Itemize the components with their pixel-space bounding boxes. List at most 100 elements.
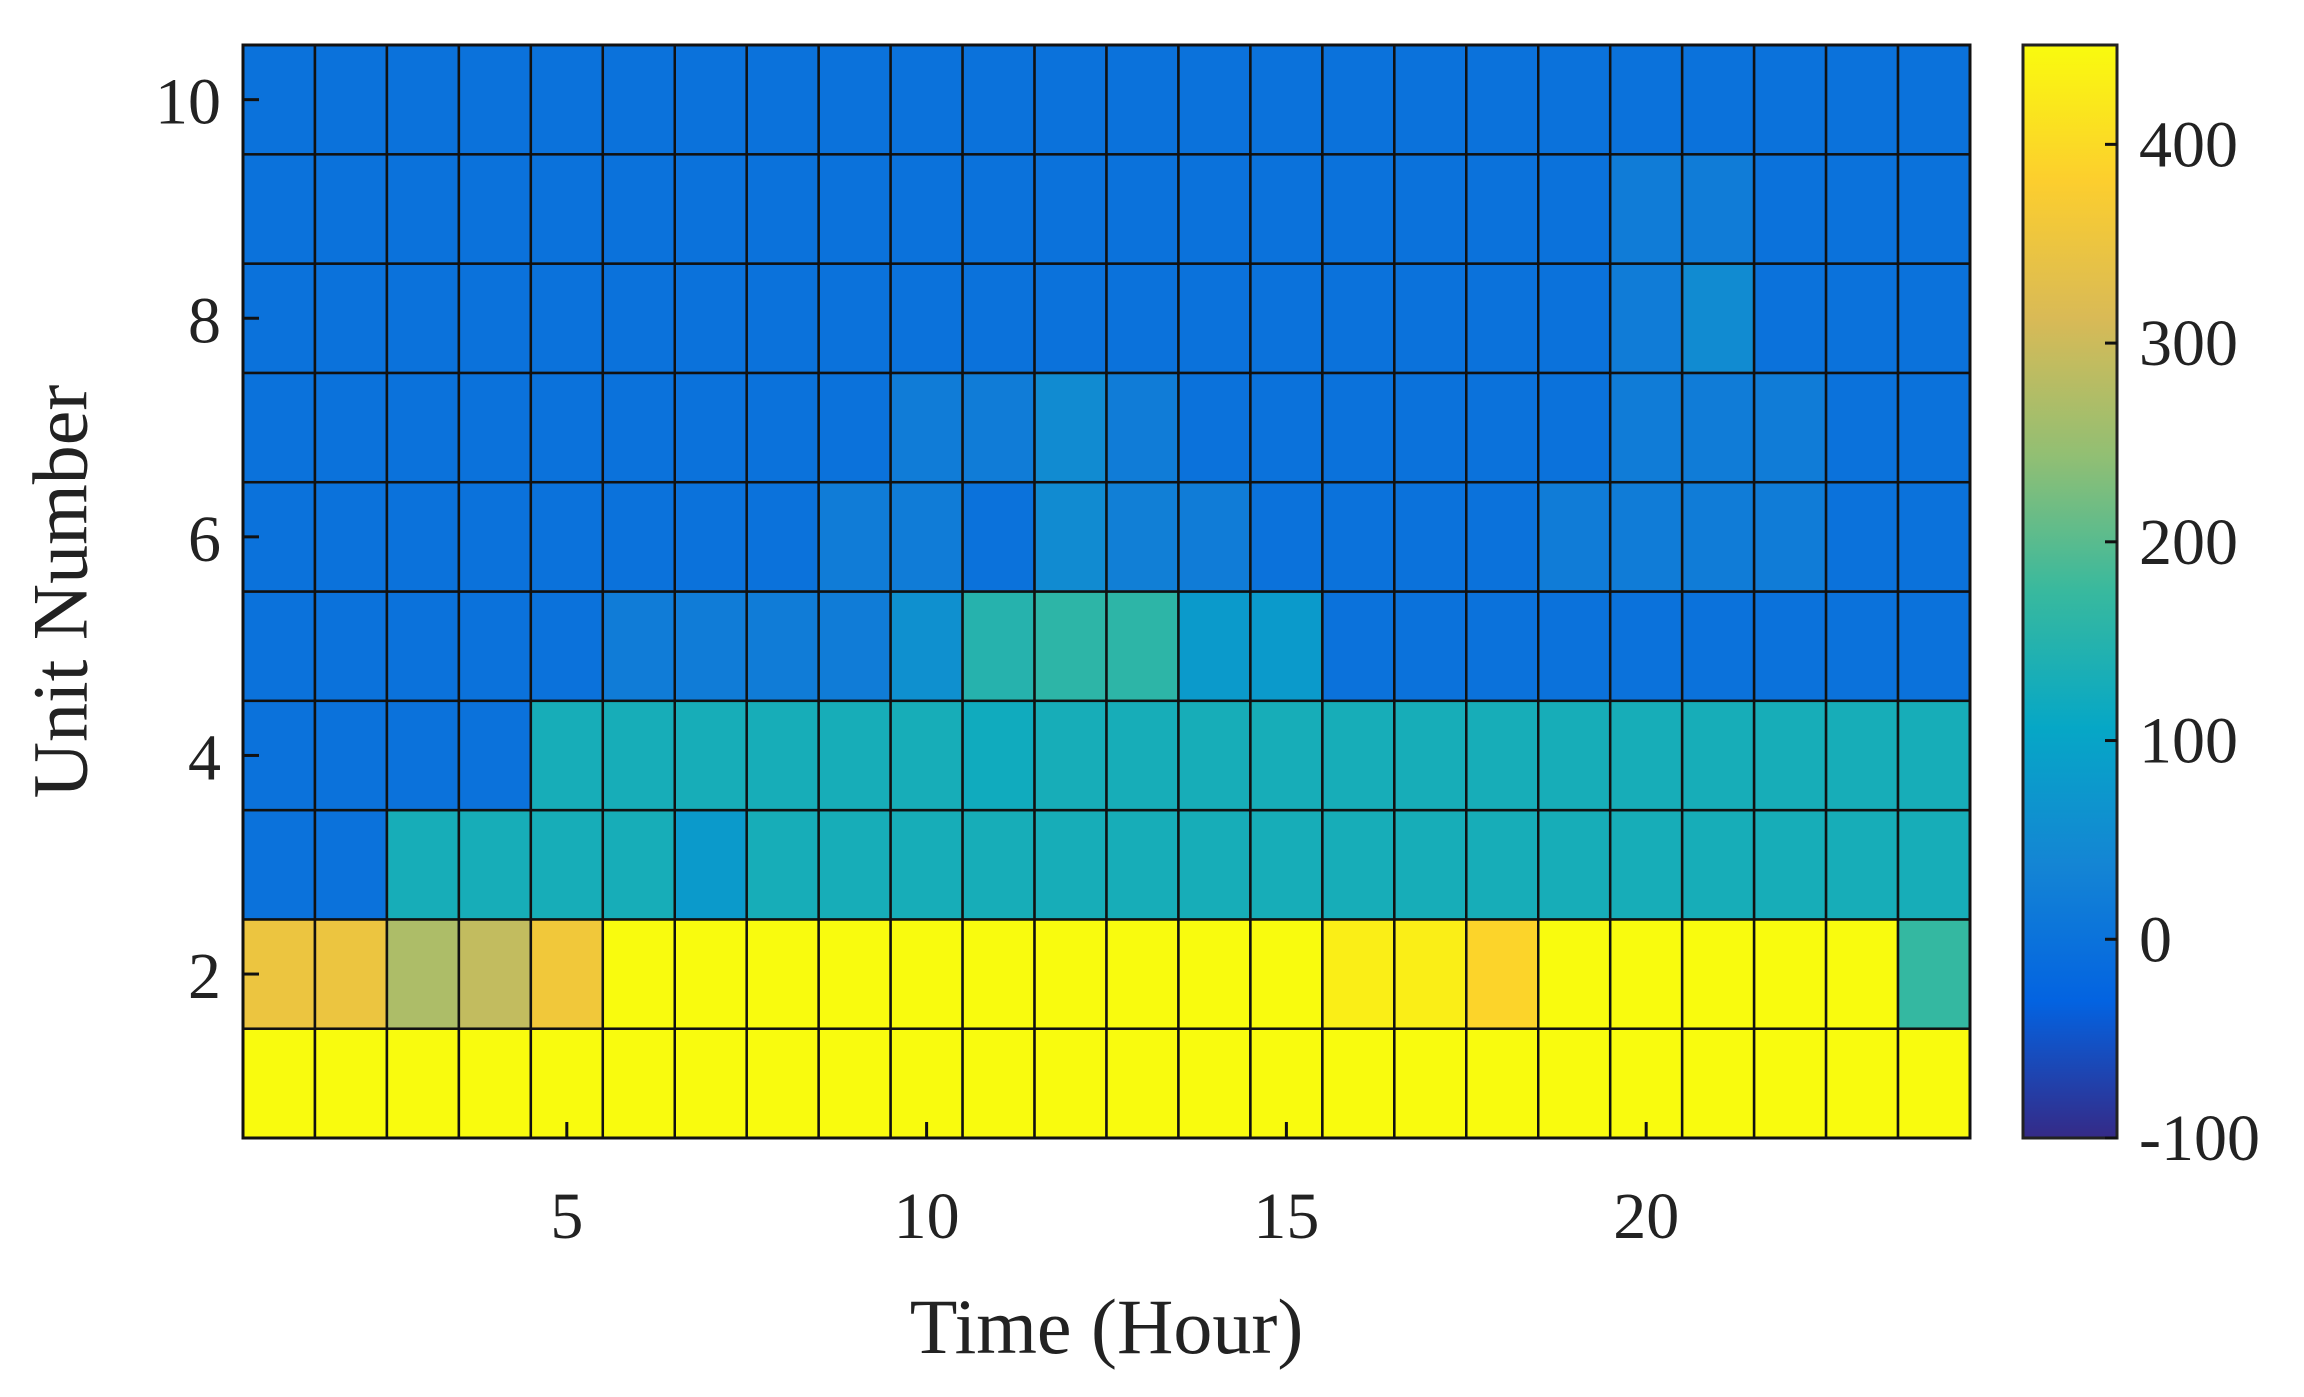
cell-unit8-hour4 [457,262,533,375]
cell-unit7-hour21 [1680,371,1756,484]
cell-unit5-hour9 [817,590,892,703]
cell-unit1-hour11 [961,1027,1036,1140]
cell-unit6-hour5 [529,480,605,593]
cell-unit10-hour12 [1033,43,1108,156]
cell-unit9-hour20 [1608,153,1684,265]
cell-unit9-hour4 [457,153,533,265]
cell-unit6-hour4 [457,480,533,593]
cell-unit1-hour3 [385,1027,461,1140]
cell-unit7-hour3 [385,371,461,484]
cell-unit5-hour20 [1608,590,1684,703]
cell-unit1-hour17 [1393,1027,1468,1140]
cell-unit10-hour15 [1249,43,1324,156]
y-tick-label: 2 [188,940,221,1013]
cell-unit7-hour9 [817,371,892,484]
cell-unit3-hour21 [1680,808,1756,921]
cell-unit3-hour1 [241,808,317,921]
cell-unit1-hour15 [1249,1027,1324,1140]
cell-unit4-hour10 [889,699,964,812]
cell-unit3-hour17 [1393,808,1468,921]
y-tick-label: 10 [155,66,221,139]
cell-unit6-hour16 [1321,480,1396,593]
cell-unit6-hour11 [961,480,1036,593]
cell-unit4-hour6 [601,699,677,812]
cell-unit7-hour14 [1177,371,1252,484]
y-tick-label: 8 [188,284,221,357]
cell-unit6-hour19 [1537,480,1612,593]
cell-unit9-hour6 [601,153,677,265]
colorbar-tick-label: 400 [2139,108,2238,181]
cell-unit2-hour12 [1033,918,1108,1030]
cell-unit4-hour24 [1896,699,1972,812]
cell-unit2-hour13 [1105,918,1180,1030]
cell-unit6-hour6 [601,480,677,593]
cell-unit8-hour21 [1680,262,1756,375]
cell-unit6-hour7 [673,480,748,593]
cell-unit3-hour19 [1537,808,1612,921]
cell-unit1-hour5 [529,1027,605,1140]
cell-unit8-hour7 [673,262,748,375]
cell-unit8-hour20 [1608,262,1684,375]
cell-unit9-hour23 [1824,153,1900,265]
cell-unit5-hour23 [1824,590,1900,703]
cell-unit5-hour19 [1537,590,1612,703]
cell-unit3-hour12 [1033,808,1108,921]
cell-unit3-hour15 [1249,808,1324,921]
cell-unit6-hour21 [1680,480,1756,593]
cell-unit2-hour18 [1465,918,1540,1030]
colorbar-tick-label: 100 [2139,705,2238,778]
cell-unit5-hour8 [745,590,820,703]
cell-unit7-hour12 [1033,371,1108,484]
cell-unit4-hour21 [1680,699,1756,812]
cell-unit2-hour20 [1608,918,1684,1030]
cell-unit6-hour22 [1752,480,1828,593]
cell-unit2-hour15 [1249,918,1324,1030]
heatmap-cells [241,43,1972,1140]
cell-unit10-hour4 [457,43,533,156]
cell-unit9-hour18 [1465,153,1540,265]
cell-unit2-hour19 [1537,918,1612,1030]
cell-unit6-hour12 [1033,480,1108,593]
cell-unit8-hour8 [745,262,820,375]
cell-unit7-hour17 [1393,371,1468,484]
cell-unit2-hour24 [1896,918,1972,1030]
cell-unit9-hour22 [1752,153,1828,265]
cell-unit6-hour18 [1465,480,1540,593]
cell-unit10-hour23 [1824,43,1900,156]
cell-unit9-hour10 [889,153,964,265]
cell-unit2-hour9 [817,918,892,1030]
cell-unit9-hour16 [1321,153,1396,265]
cell-unit3-hour20 [1608,808,1684,921]
cell-unit10-hour10 [889,43,964,156]
cell-unit7-hour6 [601,371,677,484]
x-axis-ticks: 5 10 15 20 [550,1122,1679,1253]
cell-unit10-hour24 [1896,43,1972,156]
y-axis-ticks: 2 4 6 8 10 [155,66,259,1013]
cell-unit5-hour12 [1033,590,1108,703]
cell-unit6-hour10 [889,480,964,593]
x-tick-label: 15 [1253,1180,1319,1253]
cell-unit6-hour17 [1393,480,1468,593]
cell-unit2-hour7 [673,918,748,1030]
cell-unit7-hour15 [1249,371,1324,484]
y-tick-label: 6 [188,503,221,576]
cell-unit4-hour23 [1824,699,1900,812]
cell-unit10-hour18 [1465,43,1540,156]
cell-unit2-hour4 [457,918,533,1030]
cell-unit1-hour24 [1896,1027,1972,1140]
cell-unit1-hour19 [1537,1027,1612,1140]
cell-unit10-hour6 [601,43,677,156]
cell-unit7-hour10 [889,371,964,484]
cell-unit2-hour8 [745,918,820,1030]
cell-unit10-hour21 [1680,43,1756,156]
cell-unit9-hour1 [241,153,317,265]
cell-unit3-hour13 [1105,808,1180,921]
cell-unit1-hour21 [1680,1027,1756,1140]
plot-frame [241,43,1972,1140]
cell-unit8-hour5 [529,262,605,375]
cell-unit6-hour13 [1105,480,1180,593]
cell-unit7-hour4 [457,371,533,484]
cell-unit4-hour8 [745,699,820,812]
cell-unit4-hour20 [1608,699,1684,812]
cell-unit3-hour6 [601,808,677,921]
